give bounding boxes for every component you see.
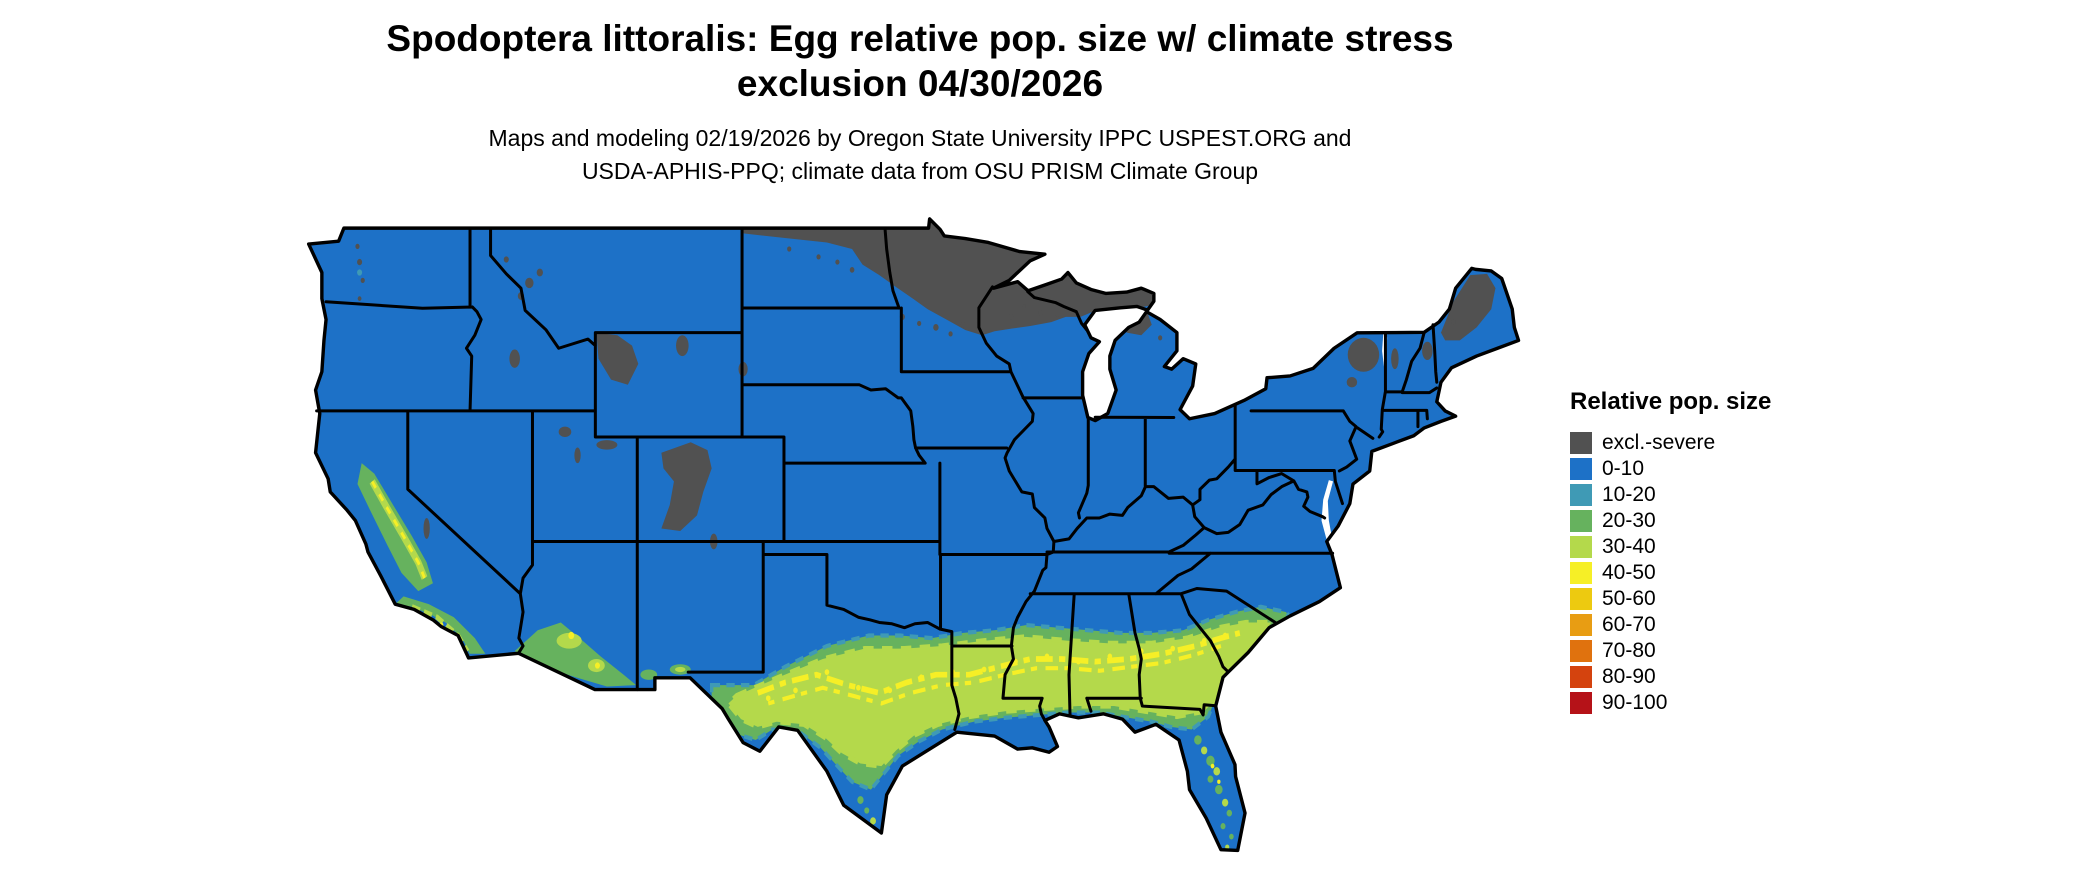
- legend-swatch: [1570, 614, 1592, 636]
- pop-core-socal: [411, 604, 470, 653]
- legend-swatch: [1570, 640, 1592, 662]
- legend-item: 40-50: [1570, 560, 1771, 586]
- state-borders: [317, 228, 1437, 729]
- legend-item: 90-100: [1570, 690, 1771, 716]
- excluded-catskills: [1346, 376, 1358, 388]
- title-line-2: exclusion 04/30/2026: [736, 63, 1104, 104]
- title-line-1: Spodoptera littoralis: Egg relative pop.…: [386, 18, 1454, 59]
- legend-label: 80-90: [1602, 665, 1656, 688]
- legend-label: 90-100: [1602, 691, 1668, 714]
- legend-title: Relative pop. size: [1570, 388, 1772, 415]
- us-choropleth-map: [303, 202, 1529, 881]
- legend-label: 40-50: [1602, 561, 1656, 584]
- legend-label: 70-80: [1602, 639, 1656, 662]
- excluded-severe-regions: [355, 218, 1496, 550]
- legend-item: 80-90: [1570, 664, 1771, 690]
- legend-swatch: [1570, 536, 1592, 558]
- legend-swatch: [1570, 510, 1592, 532]
- legend-item: 70-80: [1570, 638, 1771, 664]
- excluded-wasatch: [574, 447, 581, 464]
- pop-patch-socal: [395, 596, 486, 654]
- chesapeake-bay: [1321, 480, 1334, 541]
- national-outline: [309, 219, 1519, 850]
- excluded-bighorns: [676, 335, 689, 357]
- legend-swatch: [1570, 432, 1592, 454]
- subtitle: Maps and modeling 02/19/2026 by Oregon S…: [0, 122, 1840, 188]
- legend-swatch: [1570, 484, 1592, 506]
- pop-core-mesilla: [674, 666, 686, 673]
- legend-label: 0-10: [1602, 457, 1645, 480]
- excluded-sierra: [423, 517, 430, 539]
- pop-core-phoenix: [556, 632, 582, 649]
- legend-item: excl.-severe: [1570, 430, 1771, 456]
- legend-item: 0-10: [1570, 456, 1771, 482]
- legend-label: 30-40: [1602, 535, 1656, 558]
- excluded-adirondacks: [1347, 337, 1380, 372]
- legend-swatch: [1570, 666, 1592, 688]
- legend-swatch: [1570, 588, 1592, 610]
- legend-label: 20-30: [1602, 509, 1656, 532]
- pop-core-yellow-1: [757, 630, 1241, 696]
- land-base-0-10: [308, 218, 1519, 851]
- legend-item: 20-30: [1570, 508, 1771, 534]
- pop-patch-arizona: [514, 622, 637, 687]
- legend-swatch: [1570, 458, 1592, 480]
- legend-item: 30-40: [1570, 534, 1771, 560]
- legend-item: 10-20: [1570, 482, 1771, 508]
- legend-item: 50-60: [1570, 586, 1771, 612]
- excluded-sawtooths: [509, 349, 520, 368]
- pop-core-cv-yellow: [371, 480, 426, 579]
- legend-label: 50-60: [1602, 587, 1656, 610]
- excluded-colorado-rockies: [661, 442, 712, 532]
- subtitle-line-2: USDA-APHIS-PPQ; climate data from OSU PR…: [581, 158, 1259, 184]
- pop-patch-new-mexico-1: [640, 669, 658, 680]
- excluded-great-salt-lake: [558, 426, 572, 438]
- excluded-northern-region: [743, 218, 1159, 336]
- us-map-svg: [303, 202, 1529, 881]
- legend-swatch: [1570, 692, 1592, 714]
- legend-label: excl.-severe: [1602, 431, 1716, 454]
- legend-swatch: [1570, 562, 1592, 584]
- excluded-green-mountains: [1391, 348, 1399, 370]
- legend-label: 10-20: [1602, 483, 1656, 506]
- map-legend: Relative pop. size excl.-severe 0-10 10-…: [1570, 388, 1771, 716]
- subtitle-line-1: Maps and modeling 02/19/2026 by Oregon S…: [488, 125, 1352, 151]
- page-title: Spodoptera littoralis: Egg relative pop.…: [0, 16, 1840, 106]
- legend-item: 60-70: [1570, 612, 1771, 638]
- excluded-white-mountains: [1422, 341, 1433, 360]
- excluded-uintas: [596, 440, 618, 450]
- excluded-yellowstone: [596, 332, 639, 385]
- legend-label: 60-70: [1602, 613, 1656, 636]
- pop-core-yellow-2: [767, 643, 1222, 706]
